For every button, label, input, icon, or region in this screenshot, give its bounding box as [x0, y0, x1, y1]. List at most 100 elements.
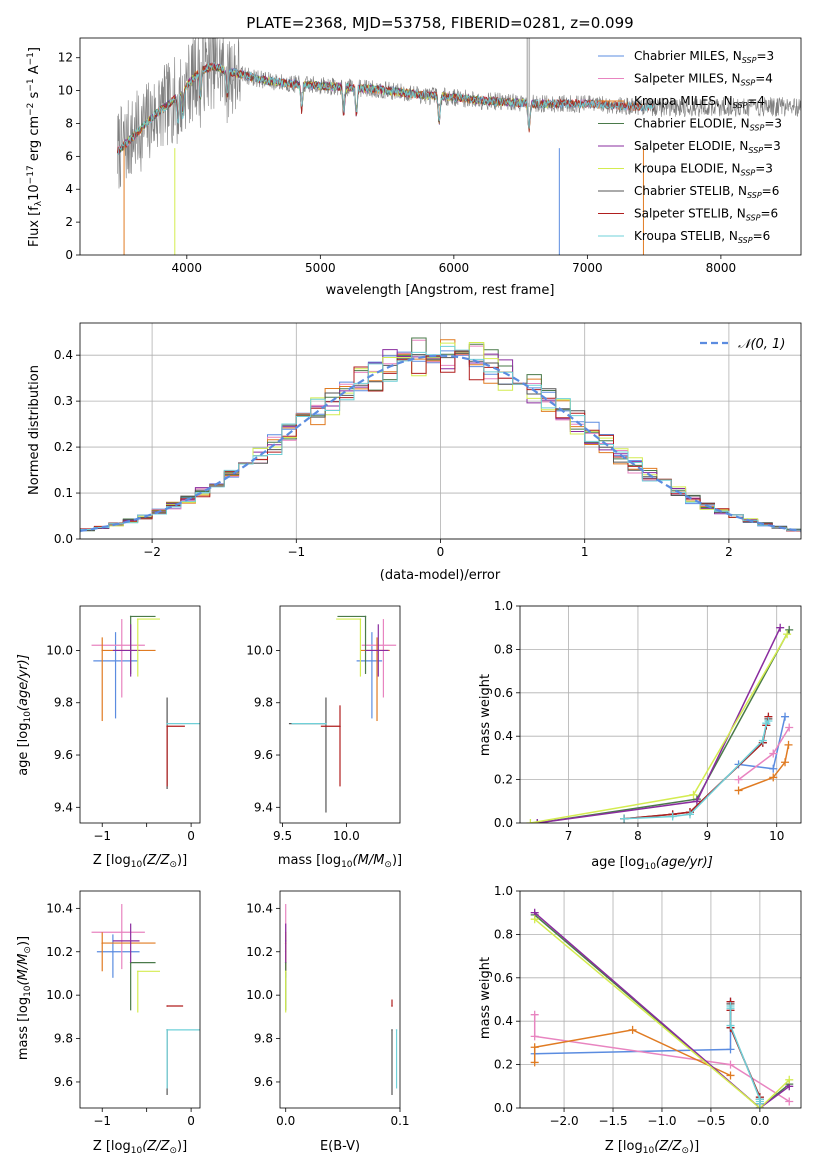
- y-tick-label: 0.2: [494, 1058, 513, 1072]
- plus-marker: [530, 1043, 539, 1052]
- series-line: [534, 914, 790, 1108]
- y-tick-label: 9.8: [254, 696, 273, 710]
- plus-marker: [784, 740, 793, 749]
- plus-marker: [781, 712, 790, 721]
- series-line: [534, 912, 790, 1108]
- series-line: [729, 1006, 761, 1104]
- x-tick-label: −2: [143, 545, 161, 559]
- data-point: [101, 649, 104, 652]
- data-point: [136, 618, 139, 620]
- y-tick-label: 10.0: [46, 643, 73, 657]
- plus-marker: [764, 717, 773, 726]
- spectrum-panel: PLATE=2368, MJD=53758, FIBERID=0281, z=0…: [26, 14, 802, 298]
- y-tick-label: 9.6: [54, 1075, 73, 1089]
- data-point: [129, 649, 132, 652]
- data-point: [166, 1029, 168, 1031]
- plus-marker: [785, 1075, 794, 1084]
- y-tick-label: 0.4: [494, 729, 513, 743]
- plus-marker: [530, 915, 539, 924]
- x-tick-label: 7: [565, 829, 573, 843]
- y-tick-label: 9.8: [54, 696, 73, 710]
- x-tick-label: 8: [634, 829, 642, 843]
- residuals-xlabel: (data-model)/error: [380, 568, 501, 583]
- errorbar-salpeter-miles: [91, 619, 145, 698]
- x-tick-label: −1.5: [598, 1114, 627, 1128]
- axes-frame: [519, 890, 802, 1109]
- y-tick-label: 1.0: [494, 884, 513, 898]
- errorbar-salpeter-stelib: [166, 725, 185, 787]
- plus-marker: [530, 1058, 539, 1067]
- data-point: [359, 618, 362, 620]
- data-point: [101, 942, 104, 944]
- plus-marker: [526, 819, 535, 823]
- y-tick-label: 10.2: [246, 945, 273, 959]
- y-tick-label: 9.6: [54, 748, 73, 762]
- plus-marker: [685, 810, 694, 819]
- x-tick-label: −0.5: [696, 1114, 725, 1128]
- errorbar-chabrier-miles: [96, 934, 140, 978]
- agez-ylabel: age [log10(age/yr)]: [16, 654, 33, 776]
- data-point: [136, 970, 139, 973]
- data-point: [325, 722, 327, 725]
- y-tick-label: 10.0: [246, 988, 273, 1002]
- spectrum-lines: [117, 38, 801, 255]
- plus-marker: [758, 736, 767, 745]
- y-tick-label: 0.4: [494, 1014, 513, 1028]
- errorbar-kroupa-elodie: [336, 618, 362, 677]
- plus-marker: [726, 1071, 735, 1080]
- series-line: [534, 918, 790, 1108]
- histogram-salpeter-miles: [80, 339, 801, 533]
- y-tick-label: 10.4: [46, 901, 73, 915]
- errorbar-salpeter-stelib: [391, 999, 393, 1007]
- wage-xlabel: age [log10(age/yr)]: [591, 855, 713, 872]
- data-point: [371, 660, 373, 662]
- residuals-panel: (data-model)/error Normed distribution −…: [27, 322, 802, 583]
- errorbar-salpeter-elodie: [112, 923, 140, 963]
- histogram-chabrier-stelib: [80, 350, 801, 534]
- y-tick-label: 9.6: [254, 1075, 273, 1089]
- y-tick-label: 0.0: [54, 532, 73, 546]
- wage-ylabel: mass weight: [478, 674, 493, 756]
- errorbar-kroupa-elodie: [136, 970, 160, 1013]
- x-tick-label: 0: [437, 545, 445, 559]
- errorbar-salpeter-elodie: [284, 923, 287, 963]
- series-line: [533, 1014, 790, 1103]
- x-tick-label: 4000: [172, 261, 203, 275]
- x-tick-label: 0: [187, 829, 195, 843]
- weight-vs-age-panel: age [log10(age/yr)] mass weight 7 8 9 10 0.0…: [478, 599, 802, 872]
- series-line: [533, 1029, 731, 1077]
- data-point: [166, 722, 168, 725]
- x-tick-label: 9: [704, 829, 712, 843]
- histogram-kroupa-stelib: [80, 345, 801, 533]
- y-tick-label: 6: [65, 149, 73, 163]
- plus-marker: [668, 812, 677, 821]
- x-tick-label: 0.1: [390, 1114, 409, 1128]
- y-tick-label: 0.2: [494, 773, 513, 787]
- legend-label: Salpeter MILES, NSSP=4: [634, 72, 773, 88]
- histograms: [80, 337, 801, 534]
- series-kroupa-miles: [530, 1025, 735, 1080]
- massz-ylabel: mass [log10(M/M⊙)]: [16, 936, 33, 1060]
- legend-label: 𝒩(0, 1): [738, 337, 785, 352]
- plus-marker: [781, 758, 790, 767]
- y-tick-label: 0.8: [494, 927, 513, 941]
- age-vs-metallicity-panel: Z [log10(Z/Z⊙)] age [log10(age/yr)] −1 0 9…: [16, 605, 201, 870]
- data-point: [120, 931, 123, 934]
- mass-vs-metallicity-panel: Z [log10(Z/Z⊙)] mass [log10(M/M⊙)] −1 0 9.…: [16, 890, 201, 1156]
- plus-marker: [785, 625, 794, 634]
- data-point: [364, 615, 367, 618]
- residuals-ylabel: Normed distribution: [27, 365, 42, 495]
- x-tick-label: 9.5: [273, 829, 292, 843]
- weight-lines: [526, 623, 794, 823]
- series-kroupa-stelib: [726, 1002, 764, 1108]
- agez-xlabel: Z [log10(Z/Z⊙)]: [93, 853, 187, 870]
- y-tick-label: 0.0: [494, 1101, 513, 1115]
- legend-label: Salpeter STELIB, NSSP=6: [634, 207, 778, 223]
- data-point: [391, 1005, 393, 1007]
- x-tick-label: 2: [725, 545, 733, 559]
- data-point: [166, 1005, 168, 1007]
- series-kroupa-stelib: [620, 717, 773, 823]
- x-tick-label: −1: [93, 829, 111, 843]
- plus-marker: [776, 623, 785, 632]
- massebv-xlabel: E(B-V): [320, 1139, 360, 1154]
